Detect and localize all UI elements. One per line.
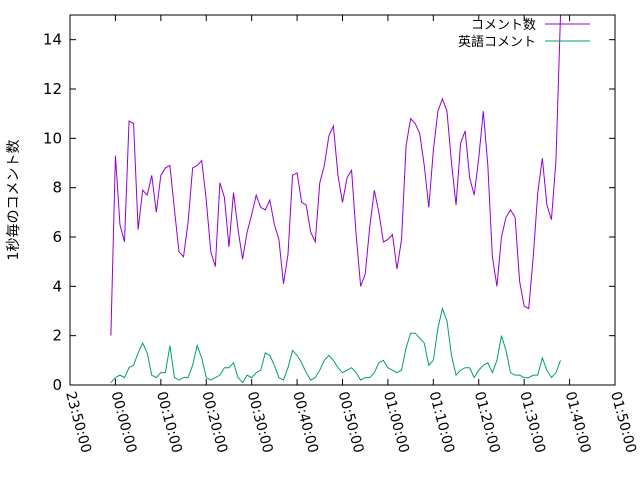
x-tick-label: 01:00:00 bbox=[380, 390, 412, 455]
series-line-2 bbox=[110, 306, 561, 384]
x-tick-label: 01:10:00 bbox=[425, 390, 457, 455]
y-tick-label: 8 bbox=[52, 179, 62, 197]
y-tick-marks bbox=[70, 39, 615, 386]
y-tick-label: 12 bbox=[43, 80, 62, 98]
x-tick-label: 01:20:00 bbox=[471, 390, 503, 455]
x-tick-label: 01:40:00 bbox=[562, 390, 594, 455]
legend-label-1: コメント数 bbox=[471, 18, 536, 33]
x-tick-label: 00:00:00 bbox=[108, 390, 140, 455]
y-tick-labels: 0 2 4 6 8 10 12 14 bbox=[43, 31, 62, 394]
legend-label-2: 英語コメント bbox=[458, 34, 536, 50]
y-tick-label: 6 bbox=[52, 228, 62, 246]
y-tick-label: 14 bbox=[43, 31, 62, 49]
x-tick-label: 23:50:00 bbox=[62, 390, 94, 455]
x-tick-label: 01:30:00 bbox=[516, 390, 548, 455]
x-tick-label: 00:10:00 bbox=[153, 390, 185, 455]
y-tick-label: 10 bbox=[43, 129, 62, 147]
y-axis-label: 1秒毎のコメント数 bbox=[6, 140, 22, 261]
series-layer bbox=[110, 14, 561, 384]
x-tick-label: 00:40:00 bbox=[289, 390, 321, 455]
plot-frame bbox=[69, 14, 616, 386]
y-tick-label: 2 bbox=[52, 327, 62, 345]
x-tick-label: 00:50:00 bbox=[335, 390, 367, 455]
x-tick-label: 00:30:00 bbox=[244, 390, 276, 455]
series-line-1 bbox=[110, 14, 561, 336]
x-tick-labels: 23:50:00 00:00:00 00:10:00 00:20:00 00:30:00… bbox=[62, 390, 639, 455]
x-tick-label: 01:50:00 bbox=[607, 390, 639, 455]
y-tick-label: 0 bbox=[52, 376, 62, 394]
x-tick-label: 00:20:00 bbox=[198, 390, 230, 455]
y-tick-label: 4 bbox=[52, 277, 62, 295]
